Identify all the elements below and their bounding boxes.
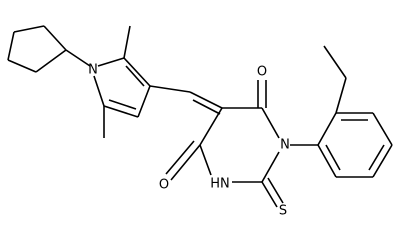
atom-label: S <box>279 204 287 219</box>
bonds <box>7 25 393 208</box>
atom-label: O <box>257 65 267 80</box>
atom-label: N <box>88 63 98 78</box>
structure-diagram: N O N O HN S <box>7 25 393 219</box>
page: N O N O HN S (() => { const data = JSON.… <box>7 25 393 219</box>
atom-label: HN <box>210 177 230 192</box>
atom-labels: N O N O HN S <box>88 63 290 219</box>
atom-label: N <box>280 138 290 153</box>
atom-label: O <box>159 178 169 193</box>
